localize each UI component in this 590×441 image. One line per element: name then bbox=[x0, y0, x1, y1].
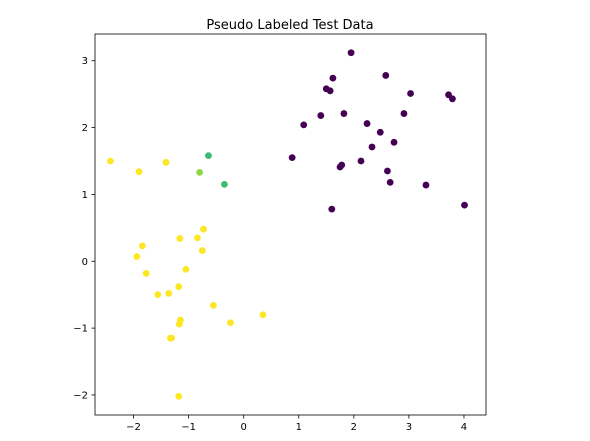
scatter-point bbox=[422, 181, 430, 189]
scatter-point bbox=[107, 157, 114, 165]
x-tick-label: 2 bbox=[351, 422, 357, 433]
scatter-point bbox=[288, 154, 296, 162]
scatter-point bbox=[227, 319, 234, 327]
scatter-point bbox=[165, 289, 173, 297]
scatter-point bbox=[176, 235, 184, 242]
y-tick-label: 2 bbox=[82, 123, 88, 134]
scatter-point bbox=[205, 152, 212, 160]
scatter-point bbox=[390, 138, 398, 146]
scatter-point bbox=[200, 225, 207, 233]
scatter-point bbox=[384, 167, 391, 175]
scatter-points bbox=[107, 49, 468, 400]
scatter-point bbox=[400, 110, 408, 117]
scatter-point bbox=[326, 87, 334, 95]
x-tick-label: −2 bbox=[126, 422, 141, 433]
plot-frame bbox=[94, 33, 487, 416]
x-tick-label: 0 bbox=[241, 422, 247, 433]
scatter-point bbox=[340, 110, 348, 117]
scatter-point bbox=[194, 234, 201, 242]
scatter-point bbox=[386, 178, 394, 186]
scatter-point bbox=[196, 168, 204, 176]
scatter-point bbox=[347, 49, 355, 57]
scatter-point bbox=[198, 247, 206, 254]
scatter-point bbox=[138, 242, 146, 250]
scatter-point bbox=[407, 90, 414, 97]
scatter-point bbox=[135, 168, 143, 176]
scatter-point bbox=[142, 269, 150, 277]
scatter-point bbox=[133, 253, 141, 260]
scatter-point bbox=[376, 128, 384, 136]
scatter-point bbox=[175, 320, 183, 328]
chart-title: Pseudo Labeled Test Data bbox=[206, 18, 373, 33]
x-tick-label: 1 bbox=[296, 422, 302, 433]
x-tick-label: 4 bbox=[461, 422, 467, 433]
scatter-point bbox=[329, 74, 337, 82]
scatter-point bbox=[175, 392, 183, 400]
scatter-point bbox=[210, 301, 217, 309]
scatter-point bbox=[168, 334, 175, 342]
scatter-point bbox=[357, 157, 365, 165]
y-tick-label: 0 bbox=[82, 257, 88, 268]
x-tick-label: 3 bbox=[406, 422, 412, 433]
scatter-point bbox=[461, 201, 468, 209]
scatter-point bbox=[368, 143, 376, 151]
scatter-point bbox=[336, 163, 344, 171]
scatter-point bbox=[328, 205, 336, 213]
scatter-point bbox=[175, 283, 183, 291]
y-tick-label: 1 bbox=[82, 190, 88, 201]
y-tick-label: −2 bbox=[73, 390, 88, 401]
scatter-point bbox=[162, 158, 170, 166]
scatter-point bbox=[259, 311, 267, 319]
scatter-point bbox=[154, 291, 162, 299]
axes: −2 −1 0 1 2 3 4 −2 −1 0 1 2 3 bbox=[73, 56, 467, 433]
scatter-point bbox=[182, 265, 190, 273]
y-tick-label: −1 bbox=[73, 324, 88, 335]
y-tick-label: 3 bbox=[82, 56, 88, 67]
x-tick-label: −1 bbox=[181, 422, 196, 433]
scatter-point bbox=[221, 180, 228, 188]
scatter-point bbox=[382, 72, 390, 79]
scatter-point bbox=[449, 95, 456, 103]
scatter-point bbox=[363, 120, 371, 127]
scatter-point bbox=[300, 121, 308, 129]
scatter-point bbox=[317, 112, 325, 119]
